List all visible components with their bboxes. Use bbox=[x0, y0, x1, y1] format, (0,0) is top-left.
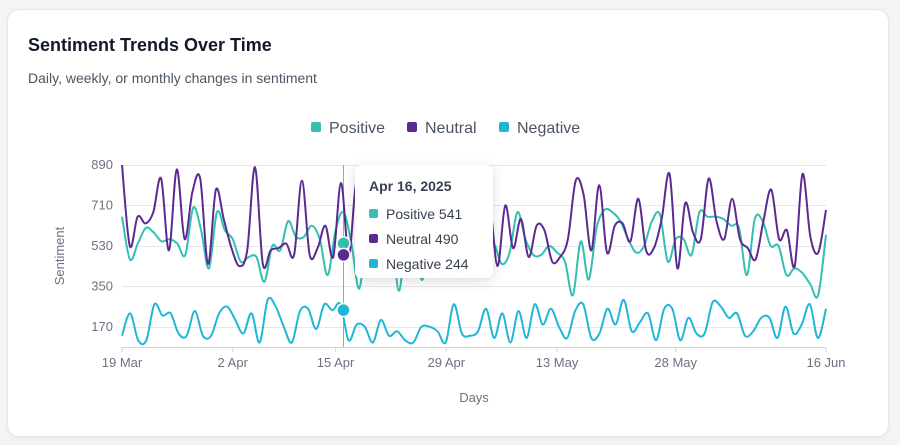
legend: Positive Neutral Negative bbox=[311, 120, 580, 137]
x-tick-label: 19 Mar bbox=[102, 355, 143, 370]
highlight-point-neutral bbox=[336, 247, 351, 263]
x-axis: 19 Mar 2 Apr 15 Apr 29 Apr 13 May 28 May 16 Ju… bbox=[102, 347, 846, 370]
tooltip-value: 244 bbox=[445, 255, 469, 272]
negative-swatch-icon bbox=[369, 259, 378, 268]
highlight-markers bbox=[336, 236, 351, 318]
y-axis-title: Sentiment bbox=[52, 226, 67, 285]
legend-label-positive[interactable]: Positive bbox=[329, 120, 385, 137]
x-tick-label: 2 Apr bbox=[218, 355, 249, 370]
y-tick-label: 890 bbox=[91, 157, 113, 172]
legend-swatch-positive bbox=[311, 122, 321, 132]
legend-swatch-neutral bbox=[407, 122, 417, 132]
tooltip-row-neutral: Neutral 490 bbox=[369, 226, 479, 251]
x-axis-title: Days bbox=[459, 390, 489, 405]
y-tick-label: 170 bbox=[91, 319, 113, 334]
series-line-negative[interactable] bbox=[121, 296, 827, 346]
y-axis: 170 350 530 710 890 bbox=[91, 157, 113, 334]
tooltip-row-negative: Negative 244 bbox=[369, 251, 479, 276]
chart-title: Sentiment Trends Over Time bbox=[28, 35, 272, 55]
tooltip-value: 541 bbox=[438, 205, 463, 222]
tooltip-label: Neutral bbox=[386, 230, 432, 247]
legend-label-negative[interactable]: Negative bbox=[517, 120, 580, 137]
tooltip-label: Negative bbox=[386, 255, 442, 272]
legend-swatch-negative bbox=[499, 122, 509, 132]
x-tick-label: 16 Jun bbox=[806, 355, 845, 370]
chart-subtitle: Daily, weekly, or monthly changes in sen… bbox=[28, 70, 317, 86]
y-tick-label: 710 bbox=[91, 197, 113, 212]
x-tick-label: 15 Apr bbox=[317, 355, 355, 370]
x-tick-label: 28 May bbox=[654, 355, 697, 370]
positive-swatch-icon bbox=[369, 209, 378, 218]
y-tick-label: 530 bbox=[91, 238, 113, 253]
tooltip-value: 490 bbox=[435, 230, 459, 247]
tooltip: Apr 16, 2025 Positive 541 Neutral 490 Ne… bbox=[355, 165, 493, 278]
tooltip-date: Apr 16, 2025 bbox=[369, 178, 452, 194]
y-tick-label: 350 bbox=[91, 278, 113, 293]
legend-label-neutral[interactable]: Neutral bbox=[425, 120, 477, 137]
x-tick-label: 29 Apr bbox=[428, 355, 466, 370]
neutral-swatch-icon bbox=[369, 234, 378, 243]
tooltip-row-positive: Positive 541 bbox=[369, 201, 479, 226]
x-tick-label: 13 May bbox=[536, 355, 579, 370]
highlight-point-negative bbox=[336, 302, 351, 318]
tooltip-label: Positive bbox=[386, 205, 436, 222]
